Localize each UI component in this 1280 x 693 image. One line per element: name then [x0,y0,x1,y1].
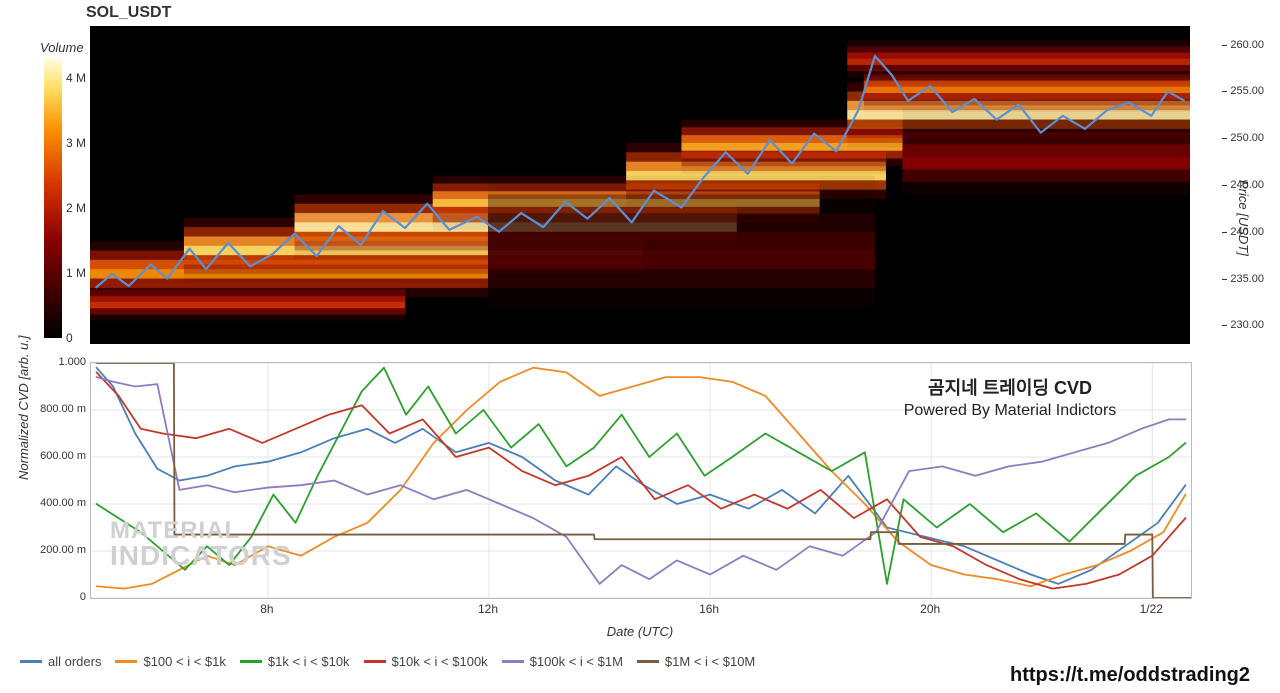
legend-swatch [502,660,524,663]
legend-item: all orders [20,654,101,669]
legend-swatch [115,660,137,663]
legend-item: $1M < i < $10M [637,654,755,669]
legend-item: $100k < i < $1M [502,654,623,669]
legend-item: $10k < i < $100k [364,654,488,669]
legend-label: $1M < i < $10M [665,654,755,669]
volume-colorbar-label: Volume [40,40,84,55]
legend-label: $10k < i < $100k [392,654,488,669]
volume-colorbar [44,58,62,338]
price-tick: 230.00 [1230,319,1264,331]
overlay-caption-line1: 곰지네 트레이딩 CVD [820,376,1200,400]
cvd-x-tick: 12h [478,602,498,616]
chart-title: SOL_USDT [86,4,171,22]
cvd-x-tick: 20h [920,602,940,616]
cvd-x-ticks: 8h 12h 16h 20h 1/22 [90,602,1190,620]
legend-label: $1k < i < $10k [268,654,350,669]
price-axis-ticks: 230.00235.00240.00245.00250.00255.00260.… [1194,26,1264,344]
cvd-y-tick: 0 [80,591,86,603]
legend-swatch [364,660,386,663]
watermark-line2: INDICATORS [110,543,292,570]
price-tick: 255.00 [1230,85,1264,97]
cvd-x-tick: 8h [260,602,273,616]
legend-label: $100k < i < $1M [530,654,623,669]
cvd-x-tick: 16h [699,602,719,616]
volume-tick: 3 M [66,136,86,150]
legend-item: $100 < i < $1k [115,654,225,669]
cvd-x-tick: 1/22 [1140,602,1163,616]
overlay-caption: 곰지네 트레이딩 CVD Powered By Material Indicto… [820,376,1200,422]
legend: all orders $100 < i < $1k $1k < i < $10k $1… [20,654,755,669]
legend-label: all orders [48,654,101,669]
price-tick: 235.00 [1230,273,1264,285]
cvd-y-tick: 400.00 m [40,497,86,509]
watermark: MATERIAL INDICATORS [110,520,292,569]
volume-tick: 1 M [66,266,86,280]
volume-tick: 0 [66,331,73,345]
cvd-y-ticks: 0200.00 m400.00 m600.00 m800.00 m1.000 [28,362,86,597]
legend-label: $100 < i < $1k [143,654,225,669]
cvd-y-tick: 600.00 m [40,450,86,462]
volume-tick: 4 M [66,71,86,85]
legend-swatch [240,660,262,663]
legend-swatch [637,660,659,663]
heatmap-svg [90,26,1190,344]
cvd-y-tick: 200.00 m [40,544,86,556]
price-tick: 260.00 [1230,39,1264,51]
heatmap-panel [90,26,1190,344]
legend-swatch [20,660,42,663]
legend-item: $1k < i < $10k [240,654,350,669]
price-tick: 250.00 [1230,132,1264,144]
overlay-caption-line2: Powered By Material Indictors [820,400,1200,422]
footer-link[interactable]: https://t.me/oddstrading2 [1010,664,1250,687]
price-axis-label: Price [USDT] [1236,180,1251,256]
volume-tick: 2 M [66,201,86,215]
cvd-x-axis-label: Date (UTC) [0,624,1280,639]
cvd-y-tick: 1.000 [58,356,86,368]
cvd-y-tick: 800.00 m [40,403,86,415]
